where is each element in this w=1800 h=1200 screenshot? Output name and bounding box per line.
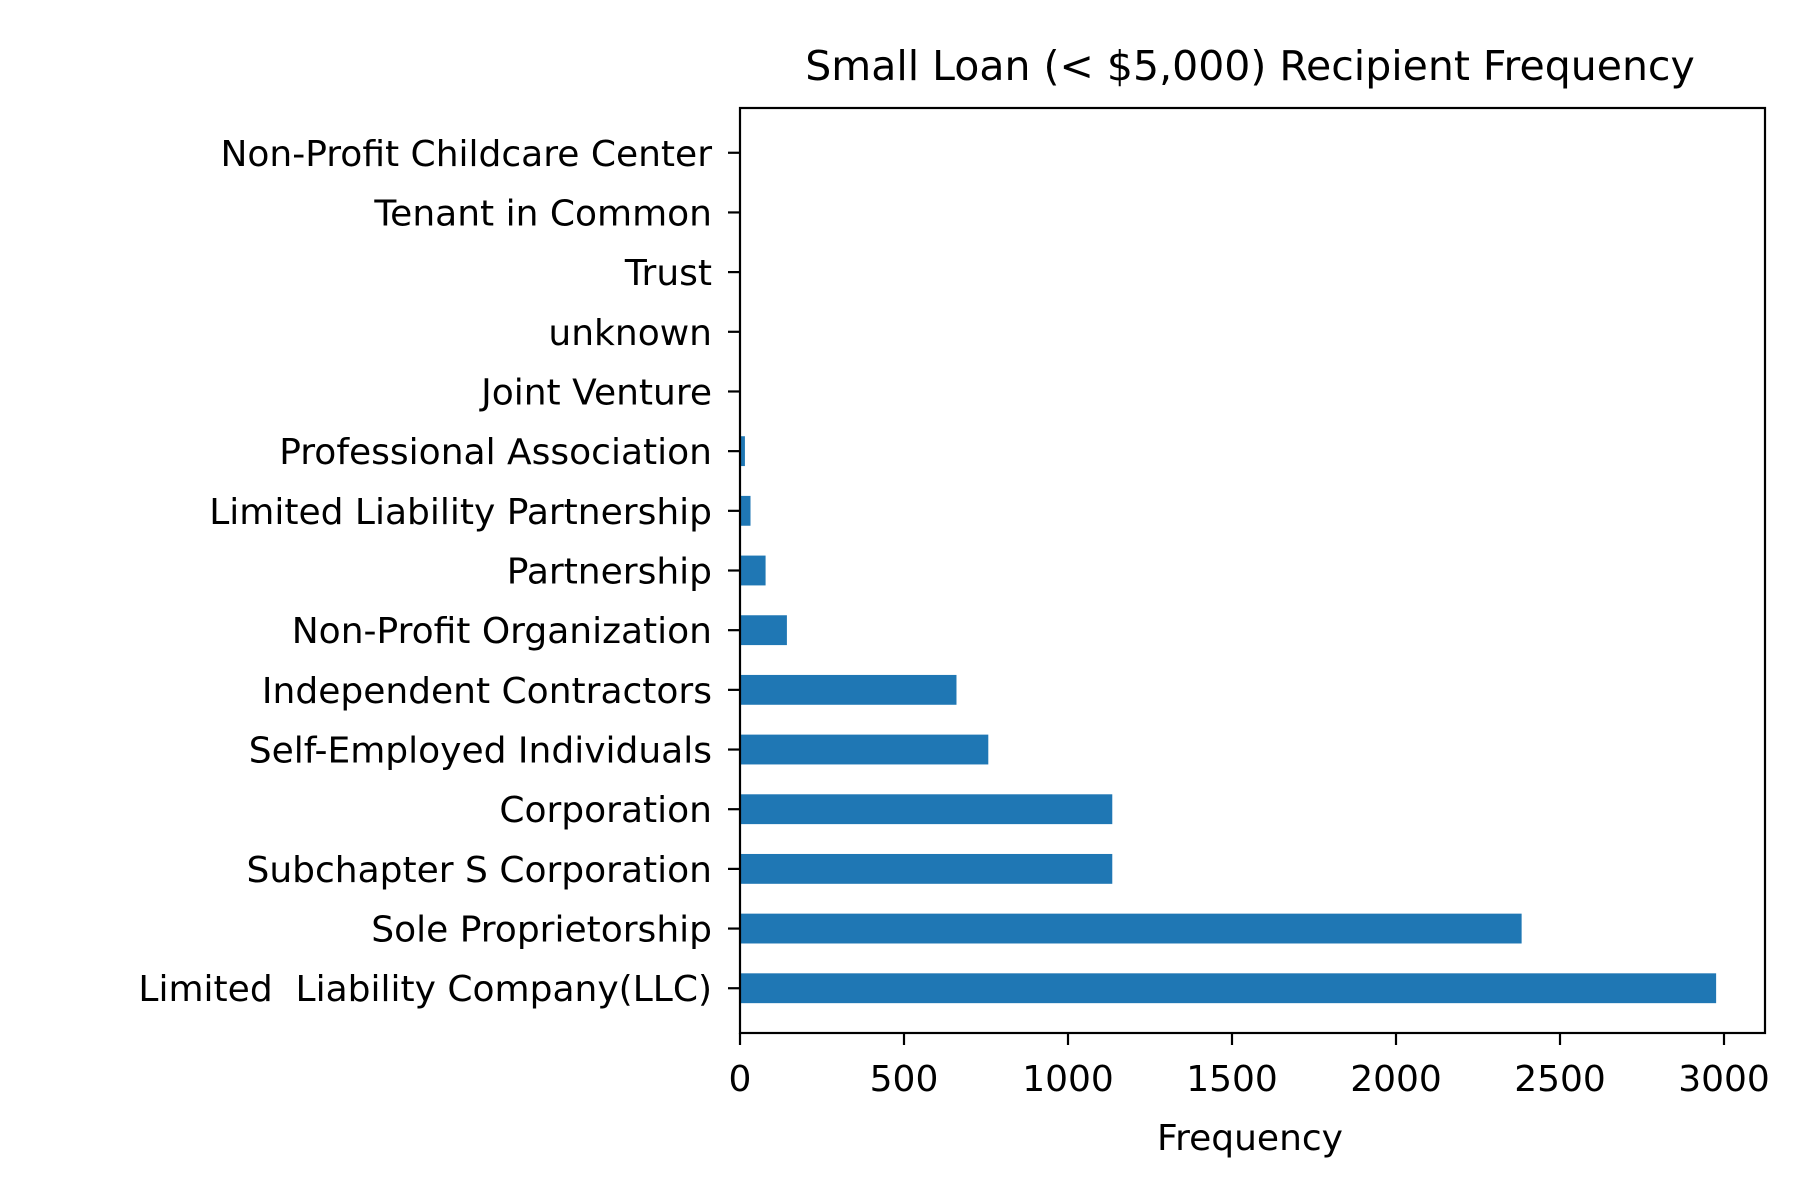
bar [740,913,1522,944]
bar [740,436,745,467]
y-tick-label: Professional Association [279,432,712,473]
y-tick-label: unknown [548,313,712,354]
x-axis-ticks: 0 500 1000 1500 2000 2500 3000 [729,1033,1770,1100]
x-tick-label: 1000 [1022,1059,1114,1100]
y-tick-label: Tenant in Common [373,193,712,234]
bar [740,794,1113,825]
bar [740,973,1717,1004]
y-tick-label: Trust [624,253,712,294]
y-tick-label: Limited Liability Partnership [209,492,712,533]
bar [740,674,957,705]
x-tick-label: 2500 [1514,1059,1606,1100]
y-axis-ticks: Limited Liability Company(LLC) Sole Propr… [138,134,740,1010]
y-tick-label: Joint Venture [479,372,712,413]
plot-frame [738,106,1767,1035]
y-tick-label: Corporation [499,790,712,831]
x-tick-label: 0 [729,1059,752,1100]
x-tick-label: 500 [870,1059,939,1100]
bar [740,734,989,765]
y-tick-label: Subchapter S Corporation [246,850,712,891]
x-tick-label: 2000 [1350,1059,1442,1100]
y-tick-label: Independent Contractors [262,671,712,712]
bar [740,495,751,526]
x-tick-label: 1500 [1186,1059,1278,1100]
bar [740,853,1113,884]
y-tick-label: Self-Employed Individuals [249,731,712,772]
y-tick-label: Non-Profit Childcare Center [220,134,712,175]
x-axis-label: Frequency [1157,1118,1343,1159]
x-tick-label: 3000 [1678,1059,1770,1100]
bar [740,615,787,646]
y-tick-label: Limited Liability Company(LLC) [138,969,712,1010]
bars-group [740,137,1717,1004]
bar [740,555,766,586]
y-tick-label: Sole Proprietorship [371,910,712,951]
y-tick-label: Non-Profit Organization [292,611,712,652]
y-tick-label: Partnership [507,552,712,593]
chart-title: Small Loan (< $5,000) Recipient Frequenc… [805,42,1694,90]
